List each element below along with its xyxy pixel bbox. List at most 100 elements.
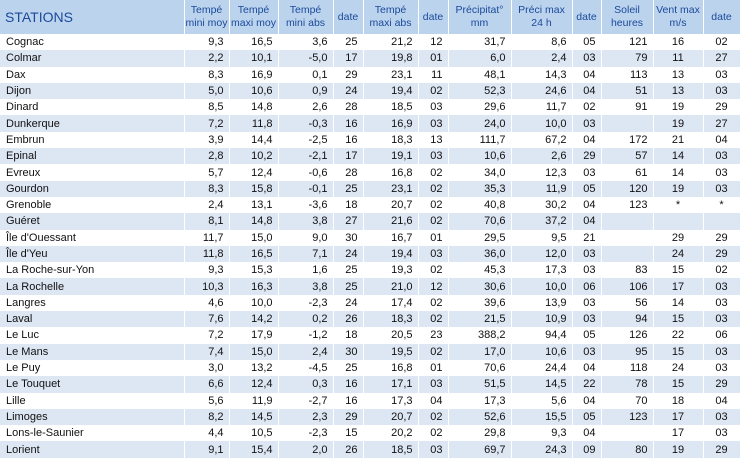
table-row: Lille 5,6 11,9 -2,7 16 17,3 04 17,3 5,6 04 70 18 04	[0, 392, 740, 409]
cell-date-3: 03	[572, 50, 602, 67]
cell-date-3: 03	[572, 115, 602, 132]
cell-tmax-moy: 10,5	[229, 425, 279, 442]
cell-tmax-moy: 15,8	[229, 180, 279, 197]
cell-tmax-abs: 18,3	[363, 131, 419, 149]
cell-precip-max: 9,3	[511, 425, 573, 442]
cell-tmin-abs: -2,3	[278, 294, 334, 312]
cell-date-2: 02	[418, 262, 449, 279]
cell-station: Le Touquet	[0, 376, 185, 393]
cell-station: Dijon	[0, 82, 185, 100]
cell-tmin-abs: -3,6	[278, 196, 334, 214]
header-tmin-moy: Tempé mini moy	[184, 0, 230, 34]
cell-tmin-moy: 8,1	[184, 213, 230, 230]
cell-date-3: 04	[572, 131, 602, 149]
cell-date-3: 03	[572, 262, 602, 279]
cell-station: Guéret	[0, 213, 185, 230]
header-date-3: date	[572, 0, 602, 34]
table-row: Dijon 5,0 10,6 0,9 24 19,4 02 52,3 24,6 04 51 13 03	[0, 82, 740, 100]
cell-station: Laval	[0, 311, 185, 328]
cell-tmin-abs: 2,4	[278, 343, 334, 360]
cell-date-4: 29	[703, 376, 740, 393]
cell-tmax-moy: 15,4	[229, 441, 279, 458]
cell-precip-max: 11,9	[511, 180, 573, 197]
cell-precip: 29,8	[448, 425, 512, 442]
table-row: Dinard 8,5 14,8 2,6 28 18,5 03 29,6 11,7 02 91 19 29	[0, 99, 740, 116]
cell-soleil: 70	[601, 392, 654, 409]
cell-precip-max: 17,3	[511, 262, 573, 279]
cell-precip: 31,7	[448, 34, 512, 51]
cell-precip: 35,3	[448, 180, 512, 197]
cell-station: La Rochelle	[0, 278, 185, 295]
cell-station: Embrun	[0, 131, 185, 149]
cell-tmin-abs: -5,0	[278, 50, 334, 67]
cell-soleil: 95	[601, 343, 654, 360]
cell-tmax-abs: 19,5	[363, 343, 419, 360]
cell-precip: 17,0	[448, 343, 512, 360]
cell-tmax-abs: 18,3	[363, 311, 419, 328]
cell-tmin-abs: -2,3	[278, 425, 334, 442]
cell-vent	[653, 213, 704, 230]
table-row: Île d'Yeu 11,8 16,5 7,1 24 19,4 03 36,0 12,0 03 24…	[0, 245, 740, 263]
cell-date-1: 29	[333, 408, 364, 426]
cell-tmin-abs: 9,0	[278, 229, 334, 246]
cell-tmax-moy: 10,0	[229, 294, 279, 312]
cell-date-2: 12	[418, 34, 449, 51]
cell-date-1: 16	[333, 376, 364, 393]
table-row: Evreux 5,7 12,4 -0,6 28 16,8 02 34,0 12,3 03 61 14 0…	[0, 164, 740, 181]
cell-precip: 52,3	[448, 82, 512, 100]
table-row: Lons-le-Saunier 4,4 10,5 -2,3 15 20,2 02 29,8 9,…	[0, 425, 740, 442]
cell-date-2: 02	[418, 343, 449, 360]
cell-vent: 17	[653, 425, 704, 442]
cell-date-1: 26	[333, 441, 364, 458]
cell-station: Lille	[0, 392, 185, 409]
cell-precip: 36,0	[448, 245, 512, 263]
cell-tmax-abs: 21,2	[363, 34, 419, 51]
cell-station: Lorient	[0, 441, 185, 458]
cell-tmax-moy: 10,1	[229, 50, 279, 67]
cell-date-4: 03	[703, 408, 740, 426]
cell-precip: 29,5	[448, 229, 512, 246]
cell-date-2: 03	[418, 99, 449, 116]
cell-tmax-moy: 12,4	[229, 376, 279, 393]
table-row: Grenoble 2,4 13,1 -3,6 18 20,7 02 40,8 30,2 04 123…	[0, 196, 740, 214]
cell-tmax-moy: 11,9	[229, 392, 279, 409]
cell-tmax-abs: 19,4	[363, 82, 419, 100]
table-row: Epinal 2,8 10,2 -2,1 17 19,1 03 10,6 2,6 29 57 14 03	[0, 148, 740, 165]
cell-tmax-moy: 10,2	[229, 148, 279, 165]
cell-vent: 15	[653, 343, 704, 360]
cell-tmin-abs: -2,1	[278, 148, 334, 165]
cell-date-2: 02	[418, 425, 449, 442]
cell-date-3: 04	[572, 196, 602, 214]
cell-tmin-moy: 5,0	[184, 82, 230, 100]
header-tmax-moy: Tempé maxi moy	[229, 0, 279, 34]
cell-date-4: 27	[703, 115, 740, 132]
cell-date-4: 03	[703, 294, 740, 312]
cell-date-4: 03	[703, 180, 740, 197]
table-body: Cognac 9,3 16,5 3,6 25 21,2 12 31,7 8,6 05 121 16 02…	[0, 34, 740, 458]
cell-tmin-moy: 7,2	[184, 115, 230, 132]
cell-tmax-moy: 11,8	[229, 115, 279, 132]
table-row: Langres 4,6 10,0 -2,3 24 17,4 02 39,6 13,9 03 56 14…	[0, 294, 740, 312]
cell-tmax-abs: 20,7	[363, 196, 419, 214]
cell-tmax-moy: 16,5	[229, 34, 279, 51]
header-stations: STATIONS	[0, 0, 185, 34]
cell-date-3: 03	[572, 311, 602, 328]
cell-precip-max: 5,6	[511, 392, 573, 409]
cell-soleil	[601, 229, 654, 246]
cell-date-4: 03	[703, 343, 740, 360]
cell-tmin-abs: 1,6	[278, 262, 334, 279]
cell-date-1: 27	[333, 213, 364, 230]
cell-precip: 45,3	[448, 262, 512, 279]
cell-tmin-abs: 7,1	[278, 245, 334, 263]
cell-tmax-abs: 23,1	[363, 180, 419, 197]
cell-precip-max: 12,0	[511, 245, 573, 263]
cell-date-4: 03	[703, 311, 740, 328]
cell-precip-max: 24,6	[511, 82, 573, 100]
cell-date-4: 29	[703, 441, 740, 458]
cell-date-3: 05	[572, 180, 602, 197]
cell-precip: 111,7	[448, 131, 512, 149]
cell-date-2: 01	[418, 359, 449, 377]
cell-precip: 21,5	[448, 311, 512, 328]
cell-tmin-moy: 4,6	[184, 294, 230, 312]
cell-vent: 15	[653, 262, 704, 279]
